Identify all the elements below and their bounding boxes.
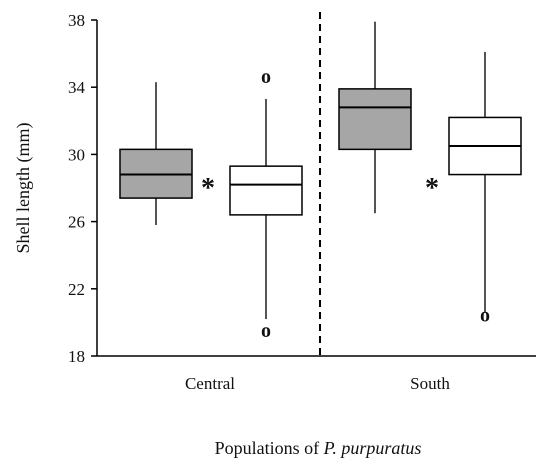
outlier-marker: o [261,66,271,88]
y-tick-label: 30 [68,145,85,164]
box-iqr [338,88,412,151]
boxes [119,21,522,320]
y-axis-title: Shell length (mm) [13,123,34,254]
y-tick-label: 18 [68,347,85,366]
x-category-label: South [410,374,450,393]
y-tick-label: 34 [68,78,86,97]
labels: 18 22 26 30 34 38 o o o * * Central South Shell lengt… [13,11,490,458]
y-tick-label: 22 [68,280,85,299]
x-category-label: Central [185,374,235,393]
outlier-marker: o [261,320,271,342]
x-axis-title-species: P. purpuratus [323,438,422,458]
x-axis-title-prefix: Populations of [215,438,324,458]
significance-marker: * [425,173,439,204]
y-tick-label: 26 [68,213,85,232]
y-tick-label: 38 [68,11,85,30]
axes [91,12,536,357]
box-iqr [229,165,303,216]
significance-marker: * [201,173,215,204]
outlier-marker: o [480,305,490,327]
x-axis-title: Populations of P. purpuratus [215,438,422,458]
